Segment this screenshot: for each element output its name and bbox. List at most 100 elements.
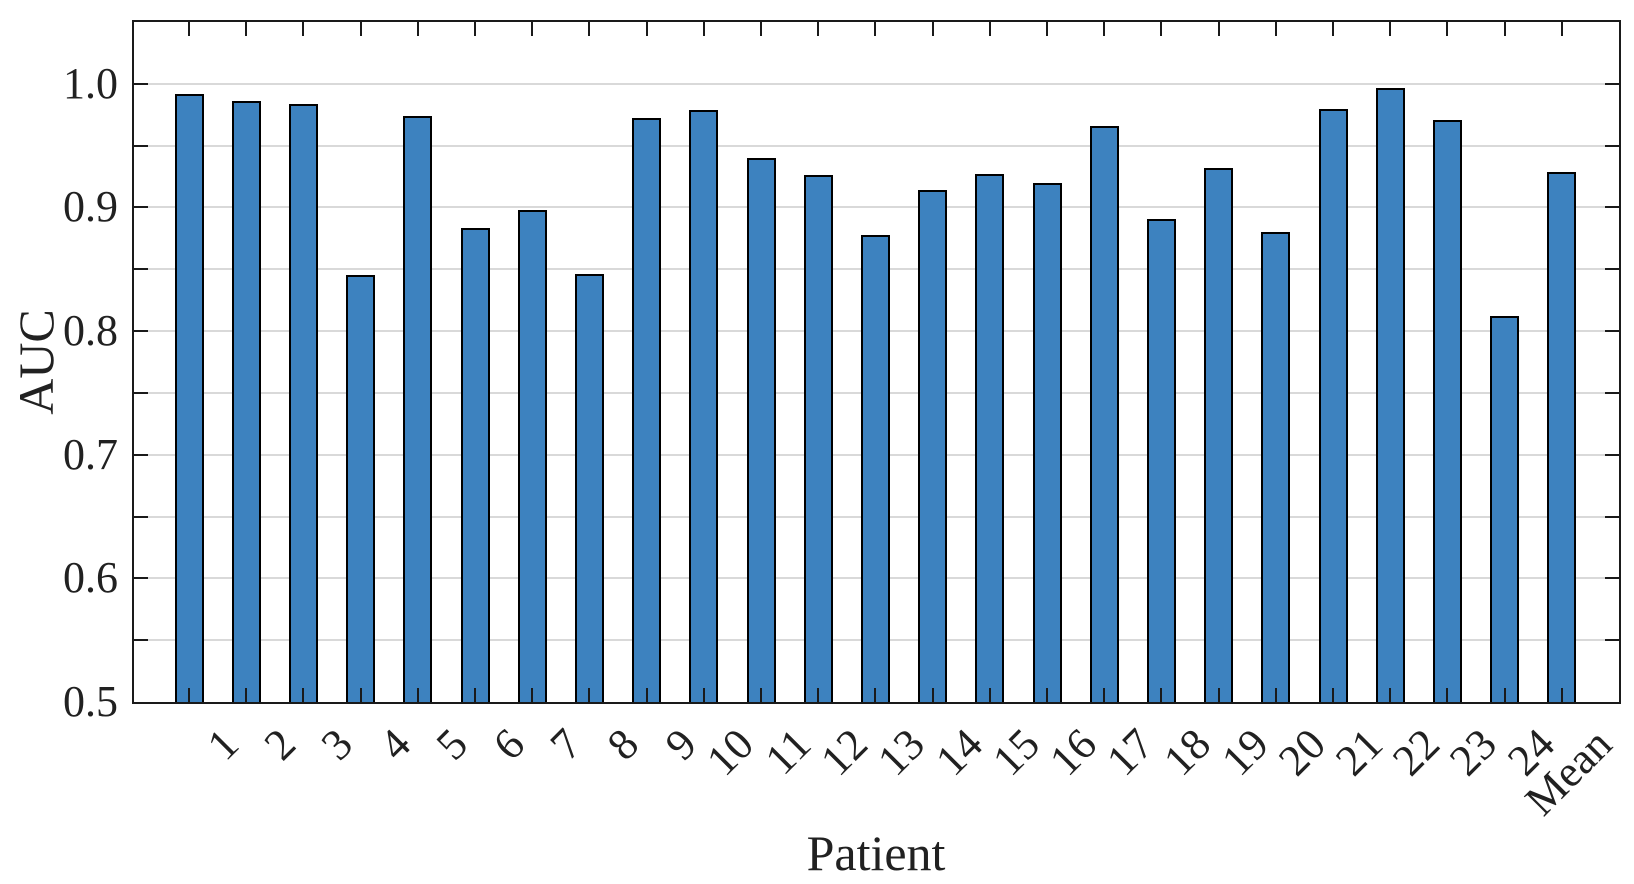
x-axis-tick <box>1274 688 1277 702</box>
x-axis-tick <box>359 688 362 702</box>
x-axis-tick <box>1446 688 1449 702</box>
x-tick-label: 17 <box>1097 719 1164 786</box>
y-axis-tick <box>134 144 148 147</box>
y-axis-tick <box>134 330 148 333</box>
x-tick-label: 3 <box>312 719 363 770</box>
x-axis-tick <box>1560 688 1563 702</box>
x-axis-tick <box>817 22 820 36</box>
x-tick-label: 4 <box>369 719 420 770</box>
x-axis-tick <box>1103 688 1106 702</box>
x-axis-tick <box>1046 22 1048 36</box>
bar <box>1490 316 1520 702</box>
x-axis-tick <box>1389 22 1392 36</box>
x-axis-tick <box>302 22 305 36</box>
y-axis-tick <box>134 639 148 642</box>
x-axis-tick <box>416 688 419 702</box>
x-tick-label: 16 <box>1040 719 1106 786</box>
bar <box>689 109 719 702</box>
bar <box>1146 218 1176 702</box>
bar <box>860 234 890 702</box>
x-axis-tick <box>302 688 305 702</box>
x-axis-tick <box>1217 22 1220 36</box>
x-axis-tick <box>1332 22 1334 36</box>
x-axis-tick <box>645 688 648 702</box>
x-axis-tick <box>874 688 877 702</box>
x-tick-label: 15 <box>982 719 1049 786</box>
x-axis-tick <box>245 22 248 36</box>
x-axis-tick <box>474 688 476 702</box>
x-tick-label: 8 <box>598 719 649 770</box>
x-axis-tick <box>702 22 705 36</box>
bar <box>1432 119 1462 702</box>
x-axis-tick <box>702 688 705 702</box>
x-tick-label: 11 <box>755 719 820 784</box>
x-tick-label: 12 <box>811 719 878 786</box>
y-axis-tick <box>134 577 148 580</box>
bar <box>574 274 604 702</box>
x-axis-tick <box>188 22 190 36</box>
bar <box>403 115 433 702</box>
x-tick-label: 14 <box>925 719 992 786</box>
y-axis-tick <box>1605 268 1619 271</box>
gridline <box>134 144 1619 147</box>
y-tick-label: 0.7 <box>63 429 118 479</box>
y-axis-tick <box>1605 82 1619 85</box>
y-tick-label: 0.5 <box>63 677 118 726</box>
x-axis-tick <box>474 22 476 36</box>
x-tick-label: 6 <box>483 719 534 770</box>
x-axis-tick <box>531 22 534 36</box>
bar <box>918 190 948 702</box>
x-axis-tick <box>1046 688 1048 702</box>
x-axis-tick <box>931 688 934 702</box>
y-axis-tick <box>134 206 148 209</box>
bar <box>288 103 318 702</box>
y-axis-tick <box>134 268 148 271</box>
bar <box>803 175 833 702</box>
x-axis-tick <box>1560 22 1563 36</box>
x-axis-tick <box>645 22 648 36</box>
bar <box>1261 232 1291 702</box>
y-tick-label: 0.6 <box>63 553 118 603</box>
bar <box>1204 167 1234 702</box>
x-axis-tick <box>245 688 248 702</box>
x-axis-tick <box>817 688 820 702</box>
x-axis-tick <box>1446 22 1449 36</box>
x-tick-label: 20 <box>1268 719 1335 786</box>
y-axis-tick <box>1605 144 1619 147</box>
y-axis-title: AUC <box>8 309 64 415</box>
bar <box>1318 108 1348 702</box>
x-axis-tick <box>760 22 762 36</box>
x-tick-label: 7 <box>540 719 592 770</box>
x-axis-tick <box>1332 688 1334 702</box>
y-axis-tick <box>134 515 148 518</box>
y-tick-label: 1.0 <box>63 58 118 108</box>
y-axis-tick <box>1605 577 1619 580</box>
x-axis-tick <box>1274 22 1277 36</box>
x-axis-tick <box>931 22 934 36</box>
bar <box>174 93 204 702</box>
x-axis-tick <box>1160 22 1163 36</box>
bar <box>460 228 490 702</box>
x-axis-tick <box>988 22 991 36</box>
bar <box>1375 87 1405 702</box>
x-axis-title: Patient <box>806 825 946 881</box>
bar <box>975 174 1005 702</box>
bar <box>517 209 547 702</box>
x-axis-tick <box>359 22 362 36</box>
y-axis-tick <box>1605 639 1619 642</box>
x-axis-tick <box>1160 688 1163 702</box>
x-tick-label: 18 <box>1154 719 1221 786</box>
bar <box>1032 182 1062 702</box>
x-axis-tick <box>1503 688 1506 702</box>
x-axis-tick <box>188 688 190 702</box>
x-axis-tick <box>531 688 534 702</box>
x-tick-label: 13 <box>868 719 935 786</box>
y-axis-tick <box>1605 515 1619 518</box>
x-axis-tick <box>588 688 591 702</box>
x-tick-label: 10 <box>696 719 763 786</box>
y-axis-tick <box>134 391 148 394</box>
x-tick-label: 22 <box>1383 719 1450 786</box>
y-axis-tick <box>134 453 148 456</box>
x-tick-label: 21 <box>1326 719 1392 786</box>
